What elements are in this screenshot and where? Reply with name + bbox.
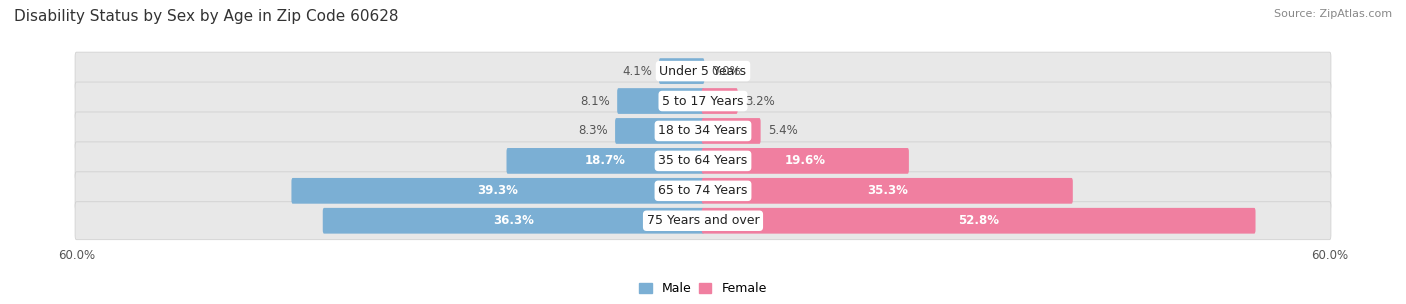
FancyBboxPatch shape: [659, 58, 704, 84]
FancyBboxPatch shape: [702, 88, 738, 114]
Legend: Male, Female: Male, Female: [636, 279, 770, 299]
FancyBboxPatch shape: [75, 112, 1331, 150]
Text: 4.1%: 4.1%: [621, 64, 652, 78]
Text: Under 5 Years: Under 5 Years: [659, 64, 747, 78]
Text: 65 to 74 Years: 65 to 74 Years: [658, 184, 748, 197]
FancyBboxPatch shape: [75, 82, 1331, 120]
FancyBboxPatch shape: [614, 118, 704, 144]
FancyBboxPatch shape: [75, 52, 1331, 90]
FancyBboxPatch shape: [702, 208, 1256, 233]
FancyBboxPatch shape: [75, 142, 1331, 180]
Text: 36.3%: 36.3%: [494, 214, 534, 227]
Text: 18 to 34 Years: 18 to 34 Years: [658, 124, 748, 137]
Text: 35.3%: 35.3%: [868, 184, 908, 197]
FancyBboxPatch shape: [323, 208, 704, 233]
FancyBboxPatch shape: [75, 172, 1331, 210]
Text: 52.8%: 52.8%: [957, 214, 1000, 227]
Text: 5.4%: 5.4%: [768, 124, 797, 137]
Text: 75 Years and over: 75 Years and over: [647, 214, 759, 227]
Text: 39.3%: 39.3%: [478, 184, 519, 197]
Text: 3.2%: 3.2%: [745, 95, 775, 108]
Text: 35 to 64 Years: 35 to 64 Years: [658, 154, 748, 168]
Text: Disability Status by Sex by Age in Zip Code 60628: Disability Status by Sex by Age in Zip C…: [14, 9, 398, 24]
Text: 0.0%: 0.0%: [711, 64, 741, 78]
Text: 8.3%: 8.3%: [578, 124, 607, 137]
FancyBboxPatch shape: [702, 178, 1073, 204]
FancyBboxPatch shape: [75, 202, 1331, 240]
FancyBboxPatch shape: [702, 148, 908, 174]
Text: 18.7%: 18.7%: [585, 154, 626, 168]
FancyBboxPatch shape: [702, 118, 761, 144]
Text: 19.6%: 19.6%: [785, 154, 825, 168]
FancyBboxPatch shape: [617, 88, 704, 114]
Text: Source: ZipAtlas.com: Source: ZipAtlas.com: [1274, 9, 1392, 19]
Text: 8.1%: 8.1%: [581, 95, 610, 108]
Text: 5 to 17 Years: 5 to 17 Years: [662, 95, 744, 108]
FancyBboxPatch shape: [506, 148, 704, 174]
FancyBboxPatch shape: [291, 178, 704, 204]
